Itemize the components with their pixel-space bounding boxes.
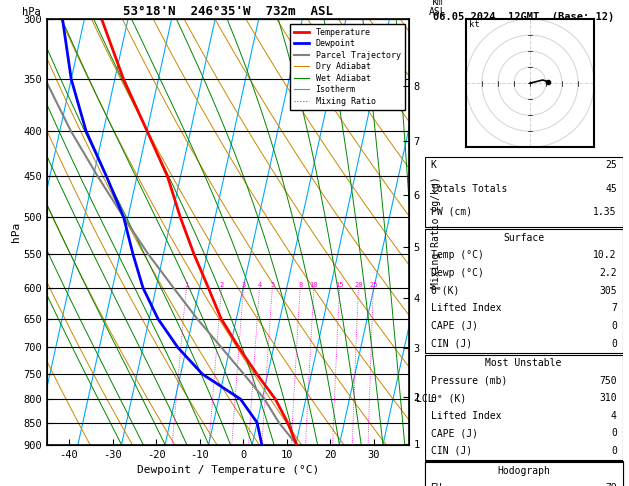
Text: 1.35: 1.35 (593, 207, 617, 217)
Text: 4: 4 (611, 411, 617, 421)
Text: 0: 0 (611, 321, 617, 331)
Text: Pressure (mb): Pressure (mb) (430, 376, 507, 386)
Text: 2: 2 (220, 282, 224, 288)
Text: Surface: Surface (503, 232, 544, 243)
Text: 20: 20 (354, 282, 363, 288)
Text: 1: 1 (184, 282, 189, 288)
Text: 25: 25 (369, 282, 377, 288)
Text: 25: 25 (605, 160, 617, 170)
Text: kt: kt (469, 20, 480, 29)
Text: Lifted Index: Lifted Index (430, 303, 501, 313)
Text: K: K (430, 160, 437, 170)
Text: Temp (°C): Temp (°C) (430, 250, 484, 260)
Text: 3: 3 (242, 282, 245, 288)
Bar (425, 462, 623, 486)
Text: 0: 0 (611, 446, 617, 456)
Text: PW (cm): PW (cm) (430, 207, 472, 217)
Text: 750: 750 (599, 376, 617, 386)
Text: 0: 0 (611, 339, 617, 348)
Text: 7: 7 (611, 303, 617, 313)
Text: Lifted Index: Lifted Index (430, 411, 501, 421)
Text: CAPE (J): CAPE (J) (430, 429, 477, 438)
Text: CIN (J): CIN (J) (430, 446, 472, 456)
Text: 5: 5 (270, 282, 274, 288)
X-axis label: Dewpoint / Temperature (°C): Dewpoint / Temperature (°C) (137, 465, 319, 475)
Y-axis label: Mixing Ratio (g/kg): Mixing Ratio (g/kg) (431, 176, 441, 288)
Text: 10.2: 10.2 (593, 250, 617, 260)
Text: hPa: hPa (22, 7, 41, 17)
Text: 2.2: 2.2 (599, 268, 617, 278)
Text: θᵉ(K): θᵉ(K) (430, 285, 460, 295)
Text: 4: 4 (257, 282, 262, 288)
Text: 305: 305 (599, 285, 617, 295)
Text: Totals Totals: Totals Totals (430, 184, 507, 193)
Text: CAPE (J): CAPE (J) (430, 321, 477, 331)
Text: Dewp (°C): Dewp (°C) (430, 268, 484, 278)
Text: 45: 45 (605, 184, 617, 193)
Legend: Temperature, Dewpoint, Parcel Trajectory, Dry Adiabat, Wet Adiabat, Isotherm, Mi: Temperature, Dewpoint, Parcel Trajectory… (290, 24, 404, 110)
Text: 79: 79 (605, 483, 617, 486)
Text: 10: 10 (309, 282, 318, 288)
Text: 310: 310 (599, 394, 617, 403)
Text: CIN (J): CIN (J) (430, 339, 472, 348)
Bar (425, 229, 623, 353)
Bar (425, 461, 623, 486)
Text: Most Unstable: Most Unstable (486, 359, 562, 368)
Text: θᵉ (K): θᵉ (K) (430, 394, 465, 403)
Text: EH: EH (430, 483, 442, 486)
Y-axis label: hPa: hPa (11, 222, 21, 242)
Text: LCL: LCL (416, 394, 433, 404)
Text: 15: 15 (335, 282, 344, 288)
Bar (425, 156, 623, 226)
Title: 53°18'N  246°35'W  732m  ASL: 53°18'N 246°35'W 732m ASL (123, 5, 333, 18)
Text: 0: 0 (611, 429, 617, 438)
Bar (425, 355, 623, 460)
Text: km
ASL: km ASL (429, 0, 447, 17)
Text: 06.05.2024  12GMT  (Base: 12): 06.05.2024 12GMT (Base: 12) (433, 12, 615, 22)
Text: Hodograph: Hodograph (497, 466, 550, 476)
Text: 8: 8 (298, 282, 303, 288)
